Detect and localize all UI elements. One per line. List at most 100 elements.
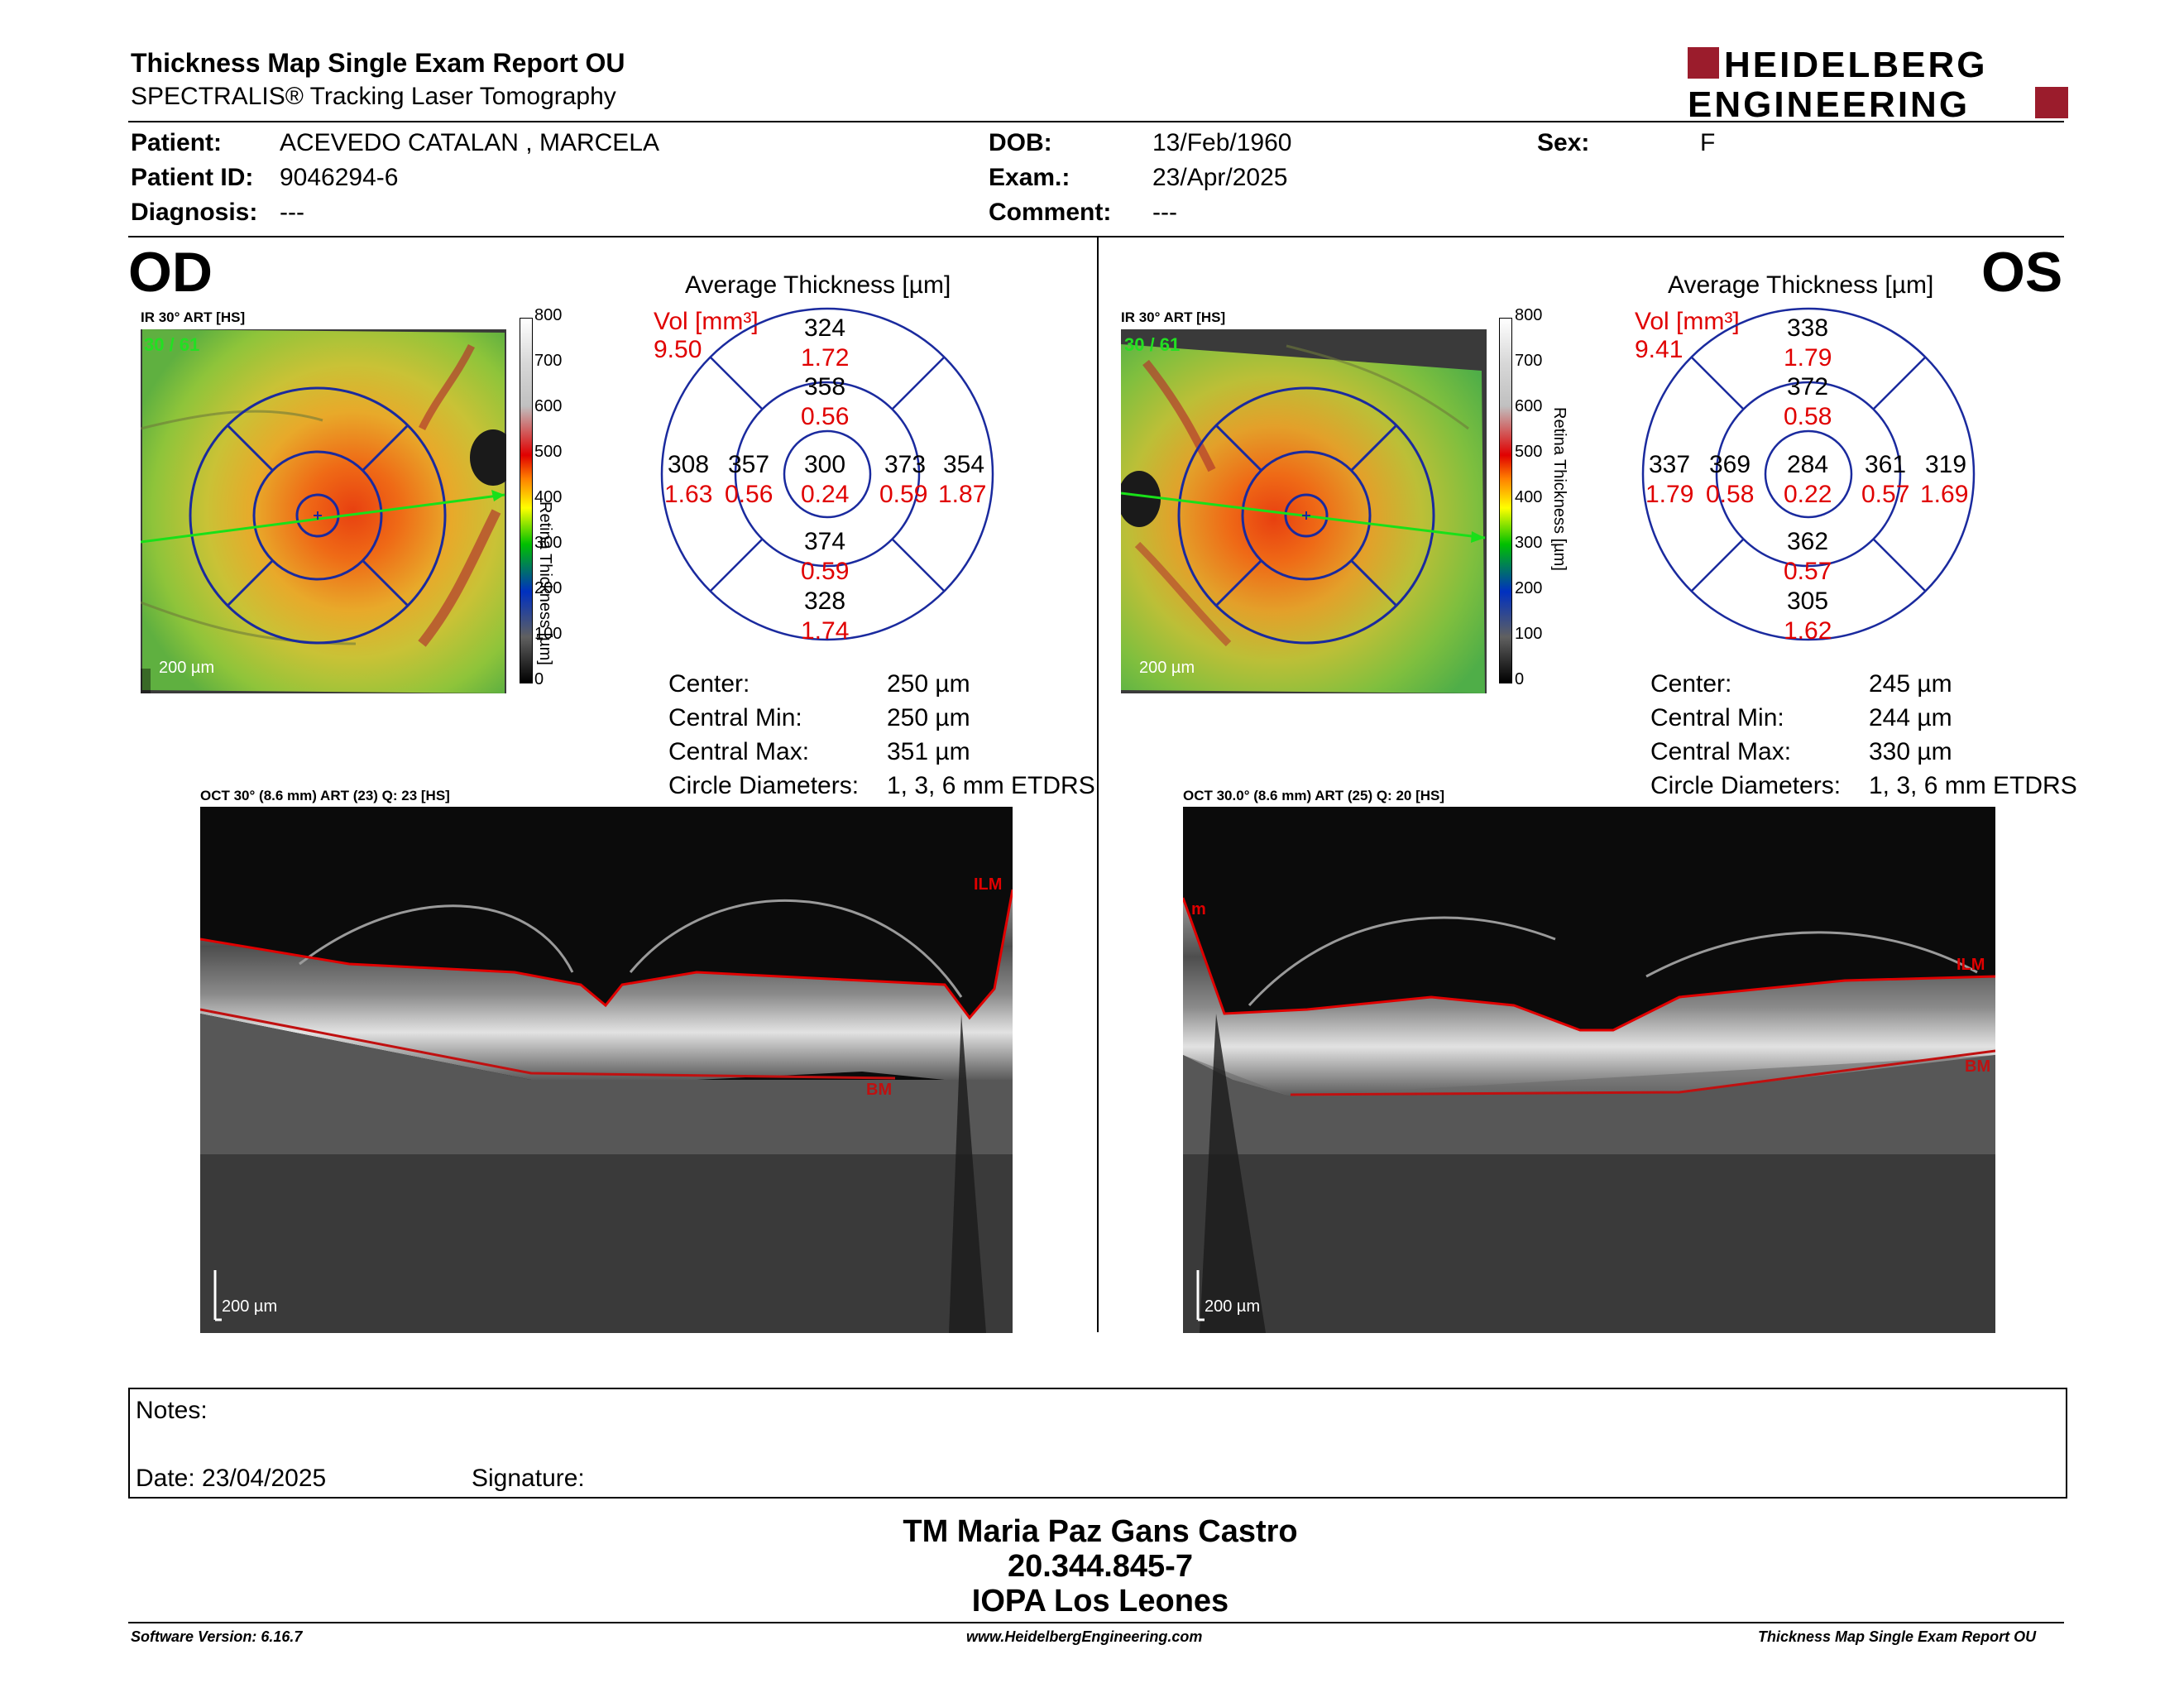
notes-box (128, 1388, 2067, 1499)
website-link[interactable]: www.HeidelbergEngineering.com (966, 1628, 1203, 1645)
os-vol-label: Vol [mm³] (1635, 308, 1740, 335)
os-fundus-image: 30 / 61 200 µm (1121, 329, 1487, 693)
od-ilm-label: ILM (974, 875, 1002, 894)
od-oct-scale: 200 µm (222, 1297, 277, 1316)
od-inner-inf-v: 0.59 (801, 558, 850, 585)
os-stat-diam-value: 1, 3, 6 mm ETDRS (1869, 772, 2077, 799)
logo-line2: ENGINEERING (1688, 84, 1970, 120)
notes-date: Date: 23/04/2025 (136, 1465, 327, 1492)
exam-label: Exam.: (989, 164, 1070, 191)
os-outer-inf-v: 1.62 (1784, 617, 1832, 645)
od-outer-sup-v: 1.72 (801, 344, 850, 372)
sex-value: F (1700, 129, 1716, 156)
os-outer-inf-t: 305 (1787, 587, 1829, 615)
os-bm-label: BM (1965, 1057, 1990, 1076)
header-divider (128, 121, 2064, 122)
od-outer-nas-t: 354 (943, 451, 985, 478)
os-tick-800: 800 (1515, 306, 1543, 324)
os-stat-max-value: 330 µm (1869, 738, 1952, 765)
os-fundus-scale: 200 µm (1139, 659, 1195, 677)
od-avg-title: Average Thickness [µm] (685, 271, 951, 299)
os-eye-label: OS (1981, 241, 2063, 304)
od-tick-600: 600 (534, 397, 563, 415)
os-inner-inf-v: 0.57 (1784, 558, 1832, 585)
od-etdrs-grid (660, 307, 994, 641)
od-inner-nas-t: 373 (884, 451, 927, 478)
od-tick-300: 300 (534, 534, 563, 552)
os-outer-sup-v: 1.79 (1784, 344, 1832, 372)
od-tick-700: 700 (534, 352, 563, 370)
os-oct-scale: 200 µm (1205, 1297, 1260, 1316)
od-stat-max-label: Central Max: (668, 738, 810, 765)
os-colorbar-label: Retina Thickness [µm] (1550, 407, 1569, 571)
os-ilm-left-label: m (1191, 900, 1206, 918)
od-outer-nas-v: 1.87 (938, 481, 987, 508)
os-outer-temp-v: 1.79 (1645, 481, 1694, 508)
os-stat-center-label: Center: (1650, 670, 1732, 698)
od-center-v: 0.24 (801, 481, 850, 508)
os-avg-title: Average Thickness [µm] (1668, 271, 1934, 299)
os-center-t: 284 (1787, 451, 1829, 478)
patient-value: ACEVEDO CATALAN , MARCELA (280, 129, 659, 156)
od-fundus-scale: 200 µm (159, 659, 215, 677)
od-tick-500: 500 (534, 443, 563, 461)
od-inner-sup-t: 358 (804, 373, 846, 400)
os-inner-nas-t: 361 (1865, 451, 1907, 478)
os-colorbar (1499, 318, 1512, 683)
os-tick-600: 600 (1515, 397, 1543, 415)
os-outer-nas-t: 319 (1925, 451, 1967, 478)
eye-divider (1097, 237, 1099, 1332)
os-tick-500: 500 (1515, 443, 1543, 461)
os-tick-200: 200 (1515, 579, 1543, 597)
os-inner-sup-t: 372 (1787, 373, 1829, 400)
od-tick-0: 0 (534, 670, 544, 688)
heidelberg-logo: HEIDELBERG ENGINEERING (1688, 46, 2068, 120)
od-outer-inf-t: 328 (804, 587, 846, 615)
od-stat-max-value: 351 µm (887, 738, 970, 765)
technician-name: TM Maria Paz Gans Castro (903, 1514, 1298, 1549)
od-inner-temp-t: 357 (728, 451, 770, 478)
os-oct-image: m ILM BM 200 µm (1183, 807, 1995, 1333)
os-tick-400: 400 (1515, 488, 1543, 506)
od-oct-image: ILM BM 200 µm (200, 807, 1013, 1333)
diagnosis-value: --- (280, 199, 304, 226)
od-outer-temp-t: 308 (668, 451, 710, 478)
os-colorbar-ticks: 800 700 600 500 400 300 200 100 0 (1515, 305, 1548, 693)
od-inner-temp-v: 0.56 (725, 481, 774, 508)
od-stat-center-label: Center: (668, 670, 750, 698)
od-stat-min-label: Central Min: (668, 704, 802, 731)
os-vol-value: 9.41 (1635, 336, 1684, 363)
os-tick-700: 700 (1515, 352, 1543, 370)
os-inner-temp-t: 369 (1709, 451, 1751, 478)
os-tick-300: 300 (1515, 534, 1543, 552)
technician-place: IOPA Los Leones (971, 1584, 1229, 1618)
od-inner-nas-v: 0.59 (879, 481, 928, 508)
od-fundus-label: IR 30° ART [HS] (141, 309, 246, 325)
os-ilm-label: ILM (1956, 956, 1985, 974)
os-tick-100: 100 (1515, 625, 1543, 643)
od-inner-sup-v: 0.56 (801, 403, 850, 430)
os-stat-diam-label: Circle Diameters: (1650, 772, 1842, 799)
os-fundus-frames: 30 / 61 (1124, 334, 1181, 355)
comment-label: Comment: (989, 199, 1112, 226)
od-tick-100: 100 (534, 625, 563, 643)
os-inner-sup-v: 0.58 (1784, 403, 1832, 430)
od-stat-diam-value: 1, 3, 6 mm ETDRS (887, 772, 1095, 799)
od-fundus-image: 30 / 61 200 µm (141, 329, 506, 693)
comment-value: --- (1152, 199, 1177, 226)
dob-value: 13/Feb/1960 (1152, 129, 1292, 156)
footer-report-name: Thickness Map Single Exam Report OU (1758, 1628, 2037, 1645)
od-outer-sup-t: 324 (804, 314, 846, 342)
os-inner-inf-t: 362 (1787, 528, 1829, 555)
os-stat-min-label: Central Min: (1650, 704, 1784, 731)
od-center-t: 300 (804, 451, 846, 478)
logo-line1: HEIDELBERG (1724, 46, 1987, 85)
os-center-v: 0.22 (1784, 481, 1832, 508)
report-title: Thickness Map Single Exam Report OU (131, 48, 625, 78)
software-version: Software Version: 6.16.7 (131, 1628, 303, 1645)
od-outer-inf-v: 1.74 (801, 617, 850, 645)
os-tick-0: 0 (1515, 670, 1525, 688)
os-outer-temp-t: 337 (1649, 451, 1691, 478)
os-fundus-label: IR 30° ART [HS] (1121, 309, 1226, 325)
od-bm-label: BM (866, 1081, 892, 1099)
